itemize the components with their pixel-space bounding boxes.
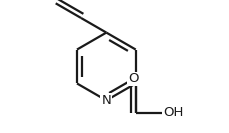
- Text: O: O: [128, 72, 138, 85]
- Text: OH: OH: [162, 106, 183, 119]
- Text: N: N: [101, 94, 111, 107]
